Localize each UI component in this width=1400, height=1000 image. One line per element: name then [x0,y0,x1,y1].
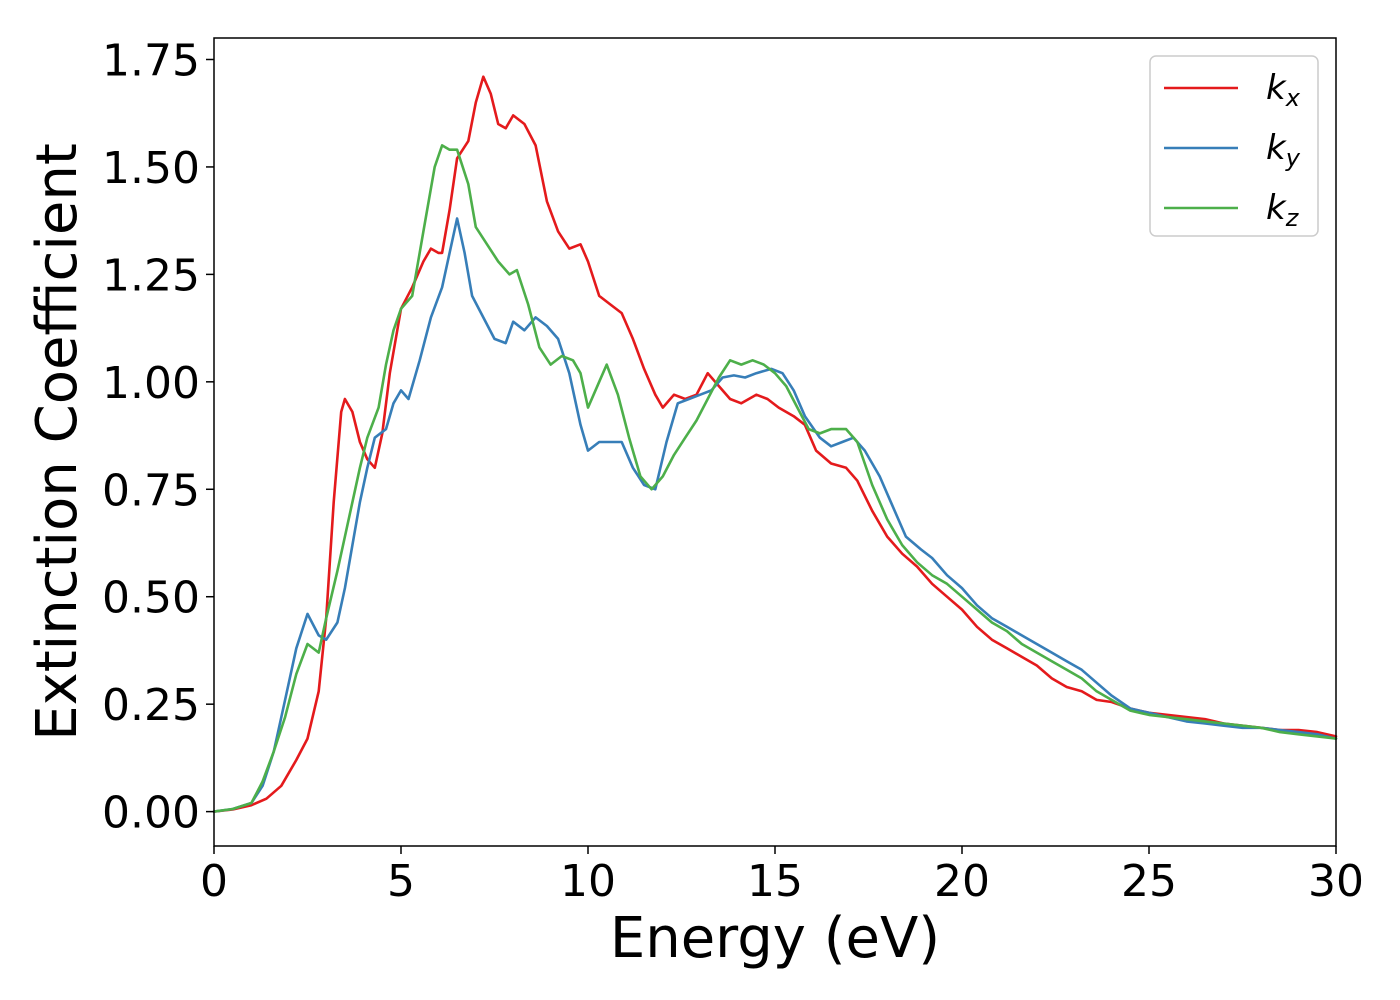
y-tick-label: 0.00 [102,788,200,839]
y-tick-label: 1.75 [102,35,200,86]
series-line-ky [212,217,1338,813]
x-axis-label: Energy (eV) [610,906,940,971]
legend-box [1149,55,1319,237]
x-tick-label: 20 [934,856,990,907]
y-tick-label: 1.00 [102,358,200,409]
x-tick-label: 5 [387,856,415,907]
legend-label-kz: kz [1266,188,1300,232]
series-line-kx [212,75,1338,813]
x-axis-ticks: 0 5 10 15 20 25 30 [200,846,1364,907]
series-layer [212,75,1338,813]
series-line-kz [212,144,1338,813]
x-tick-label: 25 [1121,856,1177,907]
y-axis-ticks: 0.00 0.25 0.50 0.75 1.00 1.25 1.50 1.75 [102,35,214,839]
x-tick-label: 30 [1308,856,1364,907]
y-tick-label: 1.50 [102,143,200,194]
legend-label-kx: kx [1266,68,1301,112]
x-tick-label: 15 [747,856,803,907]
x-tick-label: 10 [560,856,616,907]
legend: kx ky kz [1149,55,1319,237]
y-axis-label: Extinction Coefficient [25,143,90,741]
y-tick-label: 0.25 [102,680,200,731]
x-tick-label: 0 [200,856,228,907]
legend-label-ky: ky [1266,128,1301,172]
y-tick-label: 0.75 [102,465,200,516]
y-tick-label: 1.25 [102,250,200,301]
y-tick-label: 0.50 [102,573,200,624]
